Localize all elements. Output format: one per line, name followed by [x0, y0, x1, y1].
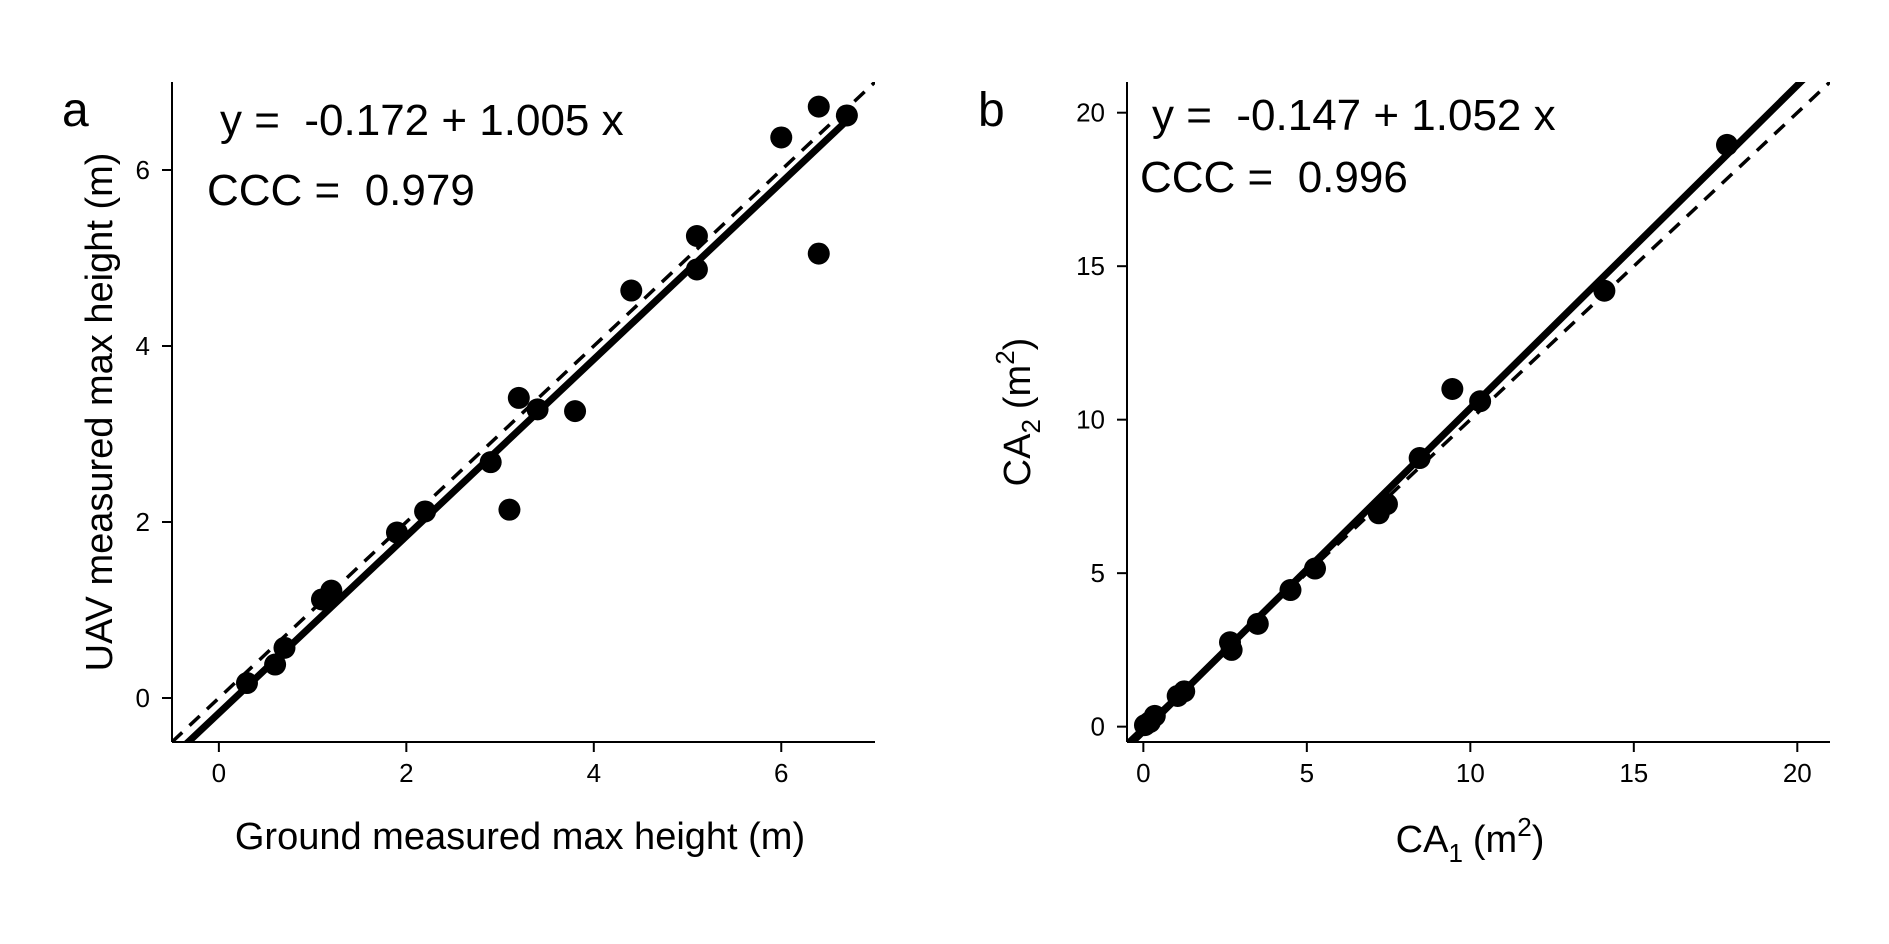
- panel-b-data-point: [1375, 493, 1398, 516]
- panel-b-data-point: [1220, 638, 1243, 661]
- panel-a-identity-line: [172, 82, 875, 742]
- panel-b-data-point: [1143, 704, 1166, 727]
- panel-b-regression-line: [1127, 82, 1806, 742]
- panel-b-data-point: [1246, 612, 1269, 635]
- panel-b-equation: y = -0.147 + 1.052 x: [1152, 91, 1556, 140]
- panel-b-y-axis-title-unit-open: (m: [997, 365, 1039, 409]
- panel-b-letter: b: [978, 84, 1005, 137]
- panel-b-x-tick-label: 5: [1300, 758, 1314, 788]
- panel-b-axes: 0 5 10 15 20 0 5 10 15 20: [1076, 82, 1830, 788]
- panel-b-ccc: CCC = 0.996: [1140, 153, 1408, 202]
- panel-a-x-tick-label: 4: [587, 758, 601, 788]
- panel-a-letter: a: [62, 84, 89, 137]
- panel-b-x-axis-title-main: CA: [1396, 819, 1449, 861]
- panel-b-y-axis-title-main: CA: [997, 433, 1039, 486]
- panel-a-data-point: [498, 498, 521, 521]
- panel-b-x-axis-title-unit-sup: 2: [1517, 812, 1531, 842]
- panel-a-y-tick-label: 6: [136, 155, 150, 185]
- panel-a-data-point: [564, 400, 587, 423]
- panel-b-data-point: [1441, 377, 1464, 400]
- panel-b-y-tick-label: 5: [1091, 558, 1105, 588]
- panel-a-data-point: [479, 451, 502, 474]
- panel-a-data-point: [807, 242, 830, 265]
- panel-a-data-point: [835, 104, 858, 127]
- panel-a-x-axis-title: Ground measured max height (m): [235, 816, 805, 858]
- panel-a-data-point: [264, 653, 287, 676]
- panel-a-y-tick-label: 2: [136, 507, 150, 537]
- panel-b-data-point: [1304, 557, 1327, 580]
- panel-b-y-tick-label: 15: [1076, 251, 1105, 281]
- panel-b-x-tick-label: 20: [1783, 758, 1812, 788]
- panel-a-data-point: [320, 579, 343, 602]
- panel-a-data-point: [414, 500, 437, 523]
- panel-a-data-point: [385, 521, 408, 544]
- panel-b-data-point: [1593, 279, 1616, 302]
- panel-a-data-point: [620, 279, 643, 302]
- panel-b-y-axis-title-sub: 2: [1016, 419, 1046, 433]
- panel-b-x-axis-title-unit-open: (m: [1473, 819, 1517, 861]
- panel-b-x-tick-label: 15: [1619, 758, 1648, 788]
- panel-b-data-point: [1469, 390, 1492, 413]
- panel-a-ccc: CCC = 0.979: [207, 166, 475, 215]
- panel-b-x-axis-title-sub: 1: [1448, 838, 1462, 868]
- panel-b-x-tick-label: 10: [1456, 758, 1485, 788]
- panel-b-data-point: [1173, 680, 1196, 703]
- panel-a-x-tick-label: 6: [774, 758, 788, 788]
- panel-a: 0 2 4 6 0 2 4 6 a y = -0.172 + 1.005 x CCC = 0.…: [62, 82, 875, 858]
- panel-a-data-point: [273, 636, 296, 659]
- panel-b-data-point: [1716, 133, 1739, 156]
- panel-b-y-tick-label: 20: [1076, 98, 1105, 128]
- panel-a-data-point: [770, 126, 793, 149]
- panel-a-x-tick-label: 0: [212, 758, 226, 788]
- panel-a-data-point: [507, 386, 530, 409]
- panel-a-data-point: [235, 672, 258, 695]
- panel-a-y-tick-label: 0: [136, 683, 150, 713]
- panel-b-y-tick-label: 0: [1091, 712, 1105, 742]
- panel-a-marks: [172, 82, 875, 742]
- panel-a-data-point: [685, 258, 708, 281]
- panel-a-y-axis-title: UAV measured max height (m): [79, 153, 121, 672]
- panel-b-x-axis-title: CA1 (m2): [1396, 812, 1545, 868]
- panel-b-y-tick-label: 10: [1076, 405, 1105, 435]
- panel-a-data-point: [526, 398, 549, 421]
- panel-b-data-point: [1408, 447, 1431, 470]
- panel-b-x-axis-title-unit-close: ): [1532, 819, 1545, 861]
- panel-a-y-tick-label: 4: [136, 331, 150, 361]
- panel-b-y-axis-title-unit-close: ): [997, 338, 1039, 351]
- panel-b-marks: [1127, 82, 1830, 742]
- panel-b-x-tick-label: 0: [1136, 758, 1150, 788]
- panel-b-y-axis-title: CA2(m2): [990, 338, 1046, 487]
- panel-a-data-point: [685, 225, 708, 247]
- panel-a-x-tick-label: 2: [399, 758, 413, 788]
- panel-a-equation: y = -0.172 + 1.005 x: [220, 96, 624, 145]
- panel-b-data-point: [1279, 579, 1302, 602]
- panel-a-axes: 0 2 4 6 0 2 4 6: [136, 82, 875, 788]
- panel-a-data-point: [807, 95, 830, 118]
- panel-b-y-axis-title-unit-sup: 2: [990, 350, 1020, 364]
